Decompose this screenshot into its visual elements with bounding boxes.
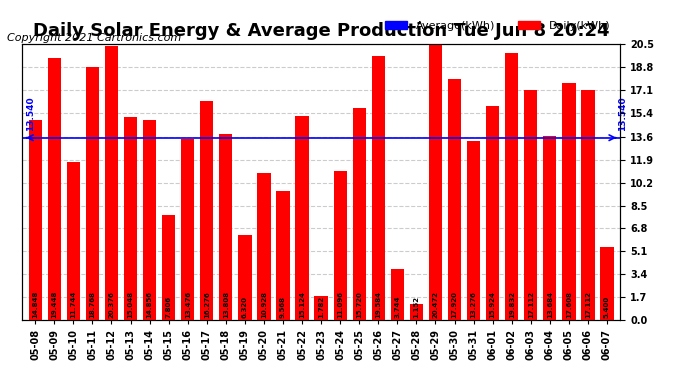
Bar <box>600 247 613 320</box>
Bar <box>562 83 575 320</box>
Bar <box>48 58 61 320</box>
Bar <box>372 56 385 320</box>
Bar <box>353 108 366 320</box>
Bar <box>200 101 213 320</box>
Text: 1.152: 1.152 <box>413 296 420 318</box>
Text: 3.744: 3.744 <box>395 296 400 318</box>
Bar <box>86 68 99 320</box>
Bar <box>543 136 556 320</box>
Text: 19.832: 19.832 <box>509 291 515 318</box>
Text: 16.276: 16.276 <box>204 291 210 318</box>
Bar <box>486 106 500 320</box>
Text: 7.806: 7.806 <box>166 296 172 318</box>
Bar <box>428 45 442 320</box>
Text: 1.782: 1.782 <box>318 296 324 318</box>
Text: 6.320: 6.320 <box>242 296 248 318</box>
Text: 17.112: 17.112 <box>528 291 534 318</box>
Text: 11.096: 11.096 <box>337 291 343 318</box>
Text: 17.920: 17.920 <box>451 291 457 318</box>
Text: 13.540: 13.540 <box>26 96 34 131</box>
Legend: Average(kWh), Daily(kWh): Average(kWh), Daily(kWh) <box>380 16 615 36</box>
Text: 13.476: 13.476 <box>185 291 190 318</box>
Bar <box>467 141 480 320</box>
Bar <box>162 215 175 320</box>
Text: 14.856: 14.856 <box>146 291 152 318</box>
Text: 17.112: 17.112 <box>585 291 591 318</box>
Bar <box>448 79 461 320</box>
Text: 15.924: 15.924 <box>490 291 495 318</box>
Text: 13.540: 13.540 <box>618 96 627 131</box>
Bar <box>410 304 423 320</box>
Bar <box>105 46 118 320</box>
Text: 13.684: 13.684 <box>546 291 553 318</box>
Text: 14.848: 14.848 <box>32 291 38 318</box>
Text: 18.768: 18.768 <box>90 291 95 318</box>
Bar <box>143 120 156 320</box>
Text: 13.808: 13.808 <box>223 291 229 318</box>
Bar <box>295 116 308 320</box>
Bar <box>67 162 80 320</box>
Text: 19.584: 19.584 <box>375 291 382 318</box>
Text: 15.720: 15.720 <box>356 291 362 318</box>
Bar <box>315 296 328 320</box>
Text: 19.448: 19.448 <box>51 291 57 318</box>
Bar <box>581 90 595 320</box>
Title: Daily Solar Energy & Average Production Tue Jun 8 20:24: Daily Solar Energy & Average Production … <box>33 22 609 40</box>
Text: Copyright 2021 Cartronics.com: Copyright 2021 Cartronics.com <box>7 33 181 43</box>
Text: 10.928: 10.928 <box>261 291 267 318</box>
Text: 15.124: 15.124 <box>299 291 305 318</box>
Text: 13.276: 13.276 <box>471 291 477 318</box>
Bar <box>276 191 290 320</box>
Text: 5.400: 5.400 <box>604 296 610 318</box>
Bar <box>257 173 270 320</box>
Text: 9.568: 9.568 <box>280 296 286 318</box>
Bar <box>28 120 42 320</box>
Bar <box>391 270 404 320</box>
Text: 20.472: 20.472 <box>433 291 438 318</box>
Text: 20.376: 20.376 <box>108 291 115 318</box>
Bar <box>124 117 137 320</box>
Text: 17.608: 17.608 <box>566 291 572 318</box>
Bar <box>181 139 195 320</box>
Bar <box>505 53 518 320</box>
Bar <box>524 90 538 320</box>
Bar <box>219 134 233 320</box>
Bar <box>238 235 252 320</box>
Text: 15.048: 15.048 <box>128 291 134 318</box>
Text: 11.744: 11.744 <box>70 291 77 318</box>
Bar <box>333 171 347 320</box>
